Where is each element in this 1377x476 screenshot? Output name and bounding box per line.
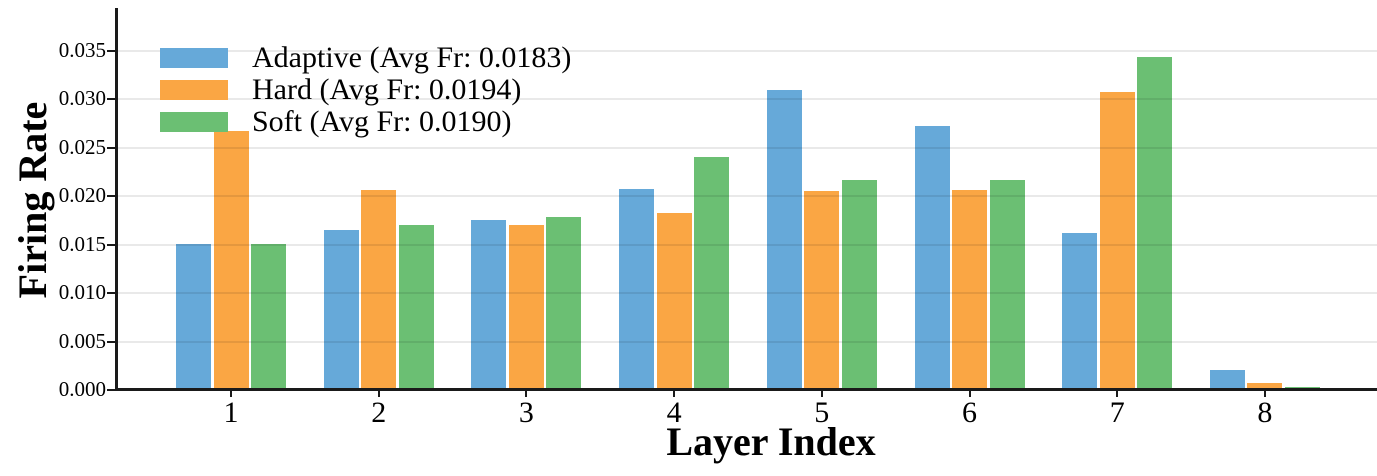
y-tick <box>107 340 115 343</box>
x-axis-title: Layer Index <box>666 419 876 464</box>
x-tick-label: 8 <box>1257 396 1273 429</box>
y-tick-label: 0.005 <box>58 328 106 353</box>
x-tick <box>230 391 232 397</box>
bar-hard-layer-6 <box>952 190 987 390</box>
bar-soft-layer-4 <box>694 157 730 390</box>
y-tick-label: 0.025 <box>58 134 106 159</box>
x-tick-label: 3 <box>518 396 534 429</box>
bar-adaptive-layer-2 <box>323 229 359 390</box>
bar-hard-layer-8 <box>1247 383 1283 390</box>
x-tick <box>1263 391 1266 397</box>
legend-swatch-icon <box>160 112 228 132</box>
y-tick-label: 0.035 <box>58 37 106 62</box>
x-tick-label: 1 <box>223 396 239 429</box>
bar-adaptive-layer-5 <box>766 90 802 390</box>
bar-hard-layer-2 <box>361 190 397 390</box>
x-axis-spine <box>115 388 1377 391</box>
y-tick <box>107 146 115 149</box>
bar-hard-layer-3 <box>508 225 544 390</box>
y-tick <box>107 292 115 294</box>
x-tick <box>377 391 380 397</box>
bar-adaptive-layer-1 <box>176 243 211 390</box>
bar-soft-layer-6 <box>989 179 1025 390</box>
bar-soft-layer-7 <box>1137 57 1173 390</box>
bar-adaptive-layer-6 <box>914 126 950 390</box>
bar-adaptive-layer-4 <box>619 189 655 390</box>
y-tick-label: 0.015 <box>58 231 106 256</box>
bar-adaptive-layer-8 <box>1209 369 1245 390</box>
y-tick-label: 0.030 <box>58 86 106 110</box>
y-tick-label: 0.010 <box>58 280 106 304</box>
bar-hard-layer-7 <box>1099 92 1135 390</box>
x-tick-label: 7 <box>1109 396 1125 429</box>
y-tick <box>107 243 115 246</box>
x-tick-label: 6 <box>962 396 977 429</box>
legend-label: Adaptive (Avg Fr: 0.0183) <box>252 41 572 74</box>
bar-adaptive-layer-7 <box>1062 232 1098 390</box>
legend-label: Hard (Avg Fr: 0.0194) <box>252 73 522 106</box>
legend-item-hard: Hard (Avg Fr: 0.0194) <box>160 74 571 106</box>
bar-soft-layer-3 <box>546 217 582 390</box>
x-tick <box>673 391 676 397</box>
y-tick <box>107 98 115 100</box>
bar-hard-layer-4 <box>656 213 692 390</box>
x-tick-label: 5 <box>814 396 830 429</box>
y-axis-spine <box>115 8 118 391</box>
x-tick <box>968 391 971 397</box>
y-axis-title: Firing Rate <box>10 101 55 299</box>
legend: Adaptive (Avg Fr: 0.0183) Hard (Avg Fr: 0… <box>160 42 571 138</box>
bar-soft-layer-1 <box>251 243 286 390</box>
y-tick <box>107 389 115 391</box>
gridline <box>116 146 1377 149</box>
legend-item-adaptive: Adaptive (Avg Fr: 0.0183) <box>160 42 571 74</box>
y-tick <box>107 49 115 52</box>
gridline <box>116 340 1377 343</box>
bar-soft-layer-2 <box>398 225 434 390</box>
bar-hard-layer-5 <box>804 191 840 390</box>
legend-label: Soft (Avg Fr: 0.0190) <box>252 105 512 138</box>
legend-swatch-icon <box>160 80 228 100</box>
gridline <box>116 195 1377 197</box>
y-tick-label: 0.020 <box>58 183 106 207</box>
y-tick-label: 0.000 <box>58 377 106 401</box>
bar-adaptive-layer-3 <box>471 220 507 390</box>
gridline <box>116 292 1377 294</box>
bar-hard-layer-1 <box>213 131 249 390</box>
y-tick <box>107 195 115 197</box>
x-tick-label: 4 <box>666 396 682 429</box>
bar-soft-layer-5 <box>841 180 877 390</box>
legend-item-soft: Soft (Avg Fr: 0.0190) <box>160 106 571 138</box>
x-tick <box>1116 391 1119 397</box>
x-tick <box>525 391 528 397</box>
x-tick <box>820 391 823 397</box>
x-tick-label: 2 <box>371 396 387 429</box>
gridline <box>116 243 1377 246</box>
legend-swatch-icon <box>160 48 228 68</box>
